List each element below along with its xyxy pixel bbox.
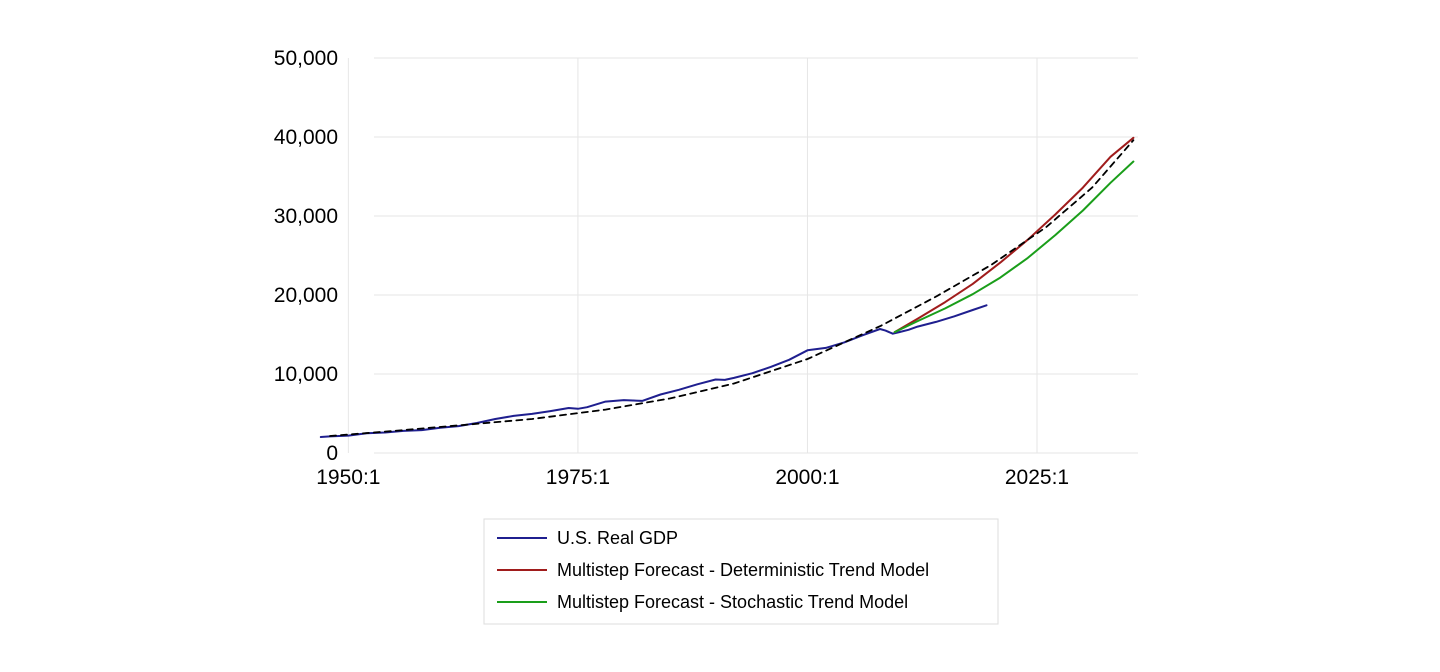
y-tick-label: 50,000	[274, 47, 338, 70]
grid-lines	[347, 57, 1138, 454]
series-lines	[319, 136, 1135, 438]
x-axis: 1950:1 1975:1 2000:1 2025:1	[316, 466, 1069, 489]
x-tick-label: 2025:1	[1005, 466, 1069, 489]
y-axis: 0 10,000 20,000 30,000 40,000 50,000	[274, 47, 338, 465]
y-tick-label: 30,000	[274, 205, 338, 228]
series-line-multistep-forecast-stochastic-trend-model	[893, 160, 1135, 334]
legend-label: U.S. Real GDP	[557, 528, 678, 548]
legend-label: Multistep Forecast - Stochastic Trend Mo…	[557, 592, 908, 612]
series-line-trend	[329, 139, 1135, 437]
legend-label: Multistep Forecast - Deterministic Trend…	[557, 560, 929, 580]
x-tick-label: 1950:1	[316, 466, 380, 489]
y-tick-label: 0	[326, 442, 338, 465]
y-tick-label: 40,000	[274, 126, 338, 149]
legend-box	[483, 518, 999, 625]
series-line-multistep-forecast-deterministic-trend-model	[893, 136, 1135, 334]
y-tick-label: 20,000	[274, 284, 338, 307]
series-line-u-s-real-gdp	[319, 304, 988, 438]
y-tick-label: 10,000	[274, 363, 338, 386]
x-tick-label: 1975:1	[546, 466, 610, 489]
legend: U.S. Real GDP Multistep Forecast - Determ…	[483, 518, 999, 625]
x-tick-label: 2000:1	[775, 466, 839, 489]
